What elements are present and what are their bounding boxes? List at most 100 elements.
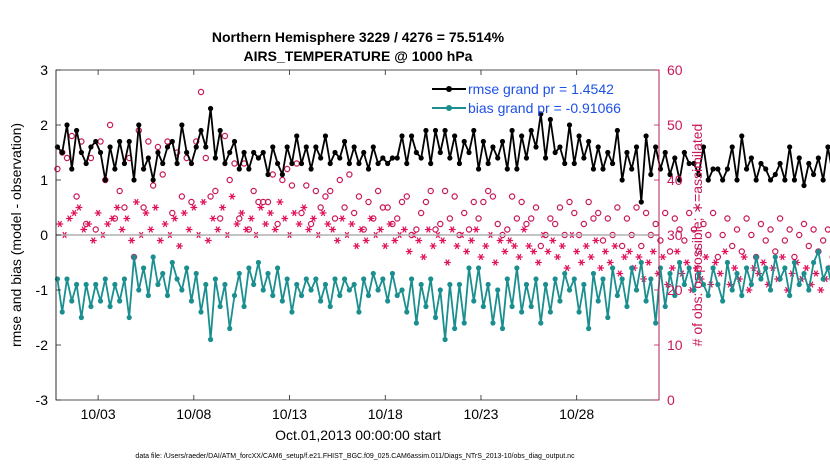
rmse-point	[662, 149, 668, 156]
bias-point	[150, 254, 156, 260]
bias-point	[107, 303, 113, 310]
asterisk-stroke	[722, 248, 728, 255]
rmse-point	[514, 166, 520, 172]
asterisk-stroke	[674, 248, 680, 255]
obs-possible-point	[729, 242, 736, 250]
rmse-point	[222, 160, 228, 167]
obs-possible-point	[264, 198, 272, 206]
bias-point	[284, 276, 290, 282]
rmse-point	[217, 127, 223, 134]
bias-point	[370, 270, 376, 277]
bias-point	[145, 292, 151, 299]
rmse-point	[193, 144, 199, 150]
rmse-point	[313, 144, 319, 150]
obs-assimilated-point	[592, 237, 600, 244]
rmse-point	[653, 144, 659, 150]
obs-assimilated-point	[219, 204, 226, 211]
obs-possible-point	[54, 165, 61, 173]
rmse-point	[758, 160, 764, 167]
rmse-point	[461, 138, 467, 145]
obs-assimilated-point	[228, 193, 236, 200]
asterisk-stroke	[306, 226, 311, 233]
asterisk-stroke	[574, 248, 579, 255]
asterisk-stroke	[607, 259, 613, 266]
rmse-point	[327, 160, 333, 167]
bias-point	[356, 309, 362, 315]
obs-assimilated-point	[267, 209, 274, 217]
rmse-point	[365, 166, 372, 172]
obs-assimilated-point	[702, 253, 710, 261]
asterisk-stroke	[354, 242, 359, 250]
y-left-tick-label: 2	[40, 117, 48, 133]
obs-assimilated-point	[645, 259, 652, 266]
bias-point	[231, 292, 238, 299]
bias-point	[289, 309, 295, 315]
rmse-point	[715, 166, 721, 172]
rmse-point	[691, 160, 697, 167]
rmse-point	[600, 166, 606, 172]
rmse-point	[361, 149, 367, 156]
obs-possible-point	[288, 182, 296, 189]
y-right-tick-label: 20	[667, 282, 683, 298]
bias-point	[193, 270, 199, 277]
bias-point	[720, 298, 726, 304]
bias-point	[73, 281, 80, 288]
rmse-point	[298, 160, 305, 167]
asterisk-stroke	[148, 226, 153, 233]
bias-point	[389, 270, 396, 277]
rmse-point	[705, 177, 711, 183]
rmse-point	[499, 138, 506, 145]
rmse-point	[523, 155, 530, 161]
rmse-point	[356, 160, 362, 167]
asterisk-stroke	[320, 209, 326, 217]
obs-possible-point	[231, 160, 238, 167]
obs-assimilated-point	[281, 215, 289, 222]
obs-possible-point	[274, 220, 281, 228]
obs-possible-point	[394, 215, 401, 222]
obs-assimilated-point	[209, 215, 217, 222]
obs-possible-point	[465, 226, 473, 233]
obs-possible-point	[705, 231, 712, 239]
obs-assimilated-point	[262, 220, 270, 228]
bias-point	[643, 298, 649, 304]
obs-possible-point	[307, 220, 315, 228]
obs-assimilated-point	[740, 253, 748, 261]
bias-point	[614, 292, 620, 299]
rmse-point	[777, 160, 783, 167]
bias-point	[705, 292, 711, 299]
asterisk-stroke	[421, 253, 426, 261]
obs-possible-point	[461, 209, 468, 217]
legend: rmse grand pr = 1.4542 bias grand pr = -…	[432, 81, 621, 116]
bias-point	[461, 320, 467, 326]
asterisk-stroke	[603, 248, 608, 255]
rmse-point	[346, 160, 352, 167]
asterisk-stroke	[517, 253, 522, 261]
rmse-point	[155, 149, 161, 156]
bias-point	[696, 270, 702, 277]
obs-assimilated-point	[544, 248, 552, 255]
obs-assimilated-point	[453, 242, 461, 250]
obs-assimilated-point	[405, 248, 413, 255]
y-left-tick-label: -3	[36, 392, 49, 408]
bias-point	[729, 287, 735, 293]
bias-point	[571, 276, 577, 282]
obs-possible-point	[685, 209, 693, 217]
obs-assimilated-point	[348, 220, 356, 228]
bias-point	[547, 309, 553, 315]
asterisk-stroke	[646, 259, 651, 266]
obs-assimilated-point	[511, 242, 518, 250]
bias-point	[408, 276, 415, 282]
rmse-point	[720, 177, 726, 183]
asterisk-stroke	[387, 220, 393, 228]
bias-point	[806, 287, 812, 293]
rmse-point	[351, 144, 357, 150]
asterisk-stroke	[158, 237, 163, 244]
rmse-point	[475, 166, 482, 172]
obs-possible-point	[475, 215, 482, 222]
obs-assimilated-point	[472, 226, 480, 233]
bias-point	[227, 325, 233, 332]
series-obs-possible	[54, 88, 830, 261]
asterisk-stroke	[454, 242, 460, 250]
asterisk-stroke	[359, 226, 364, 233]
asterisk-stroke	[330, 226, 335, 233]
